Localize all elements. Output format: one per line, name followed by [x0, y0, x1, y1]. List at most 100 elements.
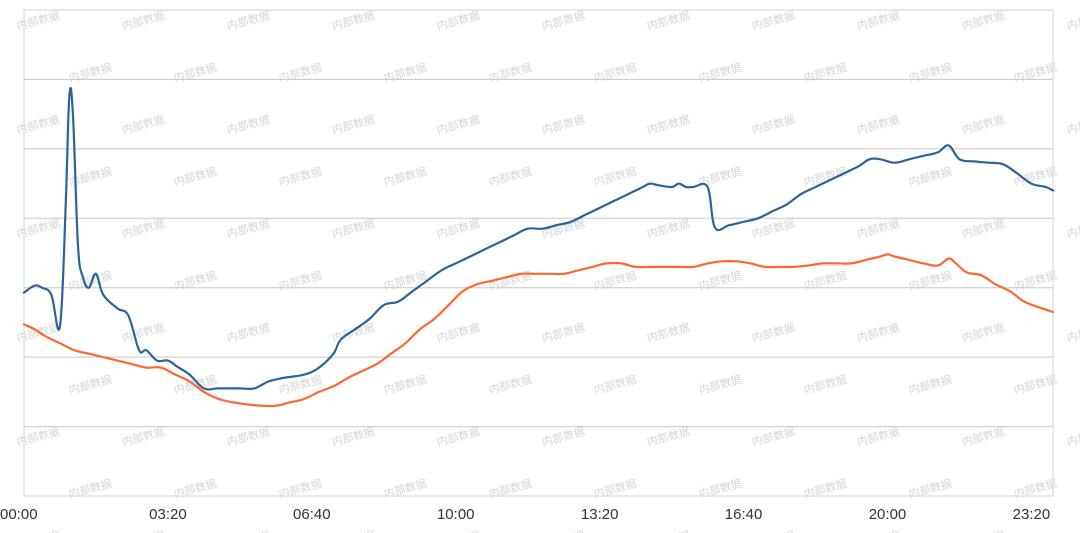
watermark-text: 内部数据: [697, 476, 743, 501]
watermark-text: 内部数据: [750, 8, 796, 33]
series-line-1: [22, 86, 1055, 391]
watermark-text: 内部数据: [435, 320, 481, 345]
watermark-text: 内部数据: [540, 528, 586, 533]
watermark-text: 内部数据: [907, 372, 953, 397]
watermark-text: 内部数据: [540, 320, 586, 345]
watermark-text: 内部数据: [330, 216, 376, 241]
x-tick-label: 23:20: [1013, 506, 1051, 523]
watermark-text: 内部数据: [750, 112, 796, 137]
watermark-text: 内部数据: [435, 8, 481, 33]
watermark-text: 内部数据: [1012, 476, 1058, 501]
watermark-text: 内部数据: [120, 8, 166, 33]
watermark-text: 内部数据: [540, 424, 586, 449]
watermark-text: 内部数据: [540, 8, 586, 33]
watermark-text: 内部数据: [697, 268, 743, 293]
watermark-text: 内部数据: [120, 112, 166, 137]
watermark-text: 内部数据: [330, 8, 376, 33]
watermark-text: 内部数据: [435, 216, 481, 241]
x-tick-label: 06:40: [293, 506, 331, 523]
watermark-text: 内部数据: [907, 476, 953, 501]
watermark-text: 内部数据: [592, 164, 638, 189]
watermark-text: 内部数据: [540, 112, 586, 137]
watermark-text: 内部数据: [330, 424, 376, 449]
watermark-text: 内部数据: [1065, 8, 1080, 33]
watermark-text: 内部数据: [15, 8, 61, 33]
watermark-text: 内部数据: [330, 320, 376, 345]
x-tick-label: 00:00: [0, 506, 38, 523]
x-tick-label: 10:00: [437, 506, 475, 523]
watermark-text: 内部数据: [697, 60, 743, 85]
watermark-text: 内部数据: [67, 372, 113, 397]
watermark-text: 内部数据: [382, 60, 428, 85]
watermark-text: 内部数据: [120, 320, 166, 345]
watermark-text: 内部数据: [67, 476, 113, 501]
watermark-text: 内部数据: [225, 8, 271, 33]
watermark-text: 内部数据: [802, 476, 848, 501]
watermark-text: 内部数据: [1065, 424, 1080, 449]
watermark-text: 内部数据: [435, 112, 481, 137]
watermark-text: 内部数据: [487, 60, 533, 85]
watermark-text: 内部数据: [225, 216, 271, 241]
watermark-text: 内部数据: [435, 424, 481, 449]
watermark-text: 内部数据: [67, 60, 113, 85]
watermark-text: 内部数据: [15, 216, 61, 241]
watermark-text: 内部数据: [960, 424, 1006, 449]
watermark-text: 内部数据: [330, 112, 376, 137]
watermark-text: 内部数据: [855, 528, 901, 533]
watermark-text: 内部数据: [645, 424, 691, 449]
watermark-text: 内部数据: [907, 268, 953, 293]
watermark-text: 内部数据: [697, 372, 743, 397]
watermark-text: 内部数据: [802, 268, 848, 293]
watermark-text: 内部数据: [382, 268, 428, 293]
watermark-text: 内部数据: [855, 8, 901, 33]
watermark-text: 内部数据: [960, 112, 1006, 137]
watermark-text: 内部数据: [855, 320, 901, 345]
watermark-text: 内部数据: [172, 476, 218, 501]
watermark-text: 内部数据: [907, 60, 953, 85]
watermark-text: 内部数据: [435, 528, 481, 533]
watermark-text: 内部数据: [382, 476, 428, 501]
watermark-text: 内部数据: [750, 424, 796, 449]
watermark-text: 内部数据: [1065, 216, 1080, 241]
watermark-text: 内部数据: [592, 60, 638, 85]
watermark-text: 内部数据: [277, 164, 323, 189]
watermark-text: 内部数据: [750, 528, 796, 533]
watermark-text: 内部数据: [802, 372, 848, 397]
watermark-text: 内部数据: [225, 528, 271, 533]
series-layer: [22, 86, 1055, 408]
watermark-text: 内部数据: [172, 164, 218, 189]
watermark-text: 内部数据: [645, 216, 691, 241]
watermark-text: 内部数据: [802, 60, 848, 85]
watermark-text: 内部数据: [277, 268, 323, 293]
watermark-text: 内部数据: [225, 320, 271, 345]
watermark-text: 内部数据: [67, 268, 113, 293]
watermark-text: 内部数据: [645, 112, 691, 137]
watermark-text: 内部数据: [15, 112, 61, 137]
watermark-text: 内部数据: [1065, 320, 1080, 345]
watermark-text: 内部数据: [487, 372, 533, 397]
watermark-text: 内部数据: [1012, 268, 1058, 293]
x-tick-label: 03:20: [149, 506, 187, 523]
watermark-text: 内部数据: [120, 424, 166, 449]
watermark-text: 内部数据: [1065, 528, 1080, 533]
x-axis-tick-labels: 00:00 03:20 06:40 10:00 13:20 16:40 20:00 23:20: [0, 506, 1050, 523]
x-tick-label: 16:40: [725, 506, 763, 523]
watermark-text: 内部数据: [277, 60, 323, 85]
x-tick-label: 20:00: [869, 506, 907, 523]
watermark-text: 内部数据: [855, 112, 901, 137]
watermark-text: 内部数据: [592, 476, 638, 501]
watermark-layer: 内部数据 内部数据 内部数据 内部数据 内部数据 内部数据 内部数据 内部数据 内部数据 内部数据…: [15, 8, 1080, 533]
series-line-2: [22, 253, 1055, 408]
watermark-text: 内部数据: [172, 268, 218, 293]
watermark-text: 内部数据: [645, 8, 691, 33]
watermark-text: 内部数据: [960, 320, 1006, 345]
watermark-text: 内部数据: [592, 268, 638, 293]
watermark-text: 内部数据: [855, 216, 901, 241]
watermark-text: 内部数据: [645, 320, 691, 345]
watermark-text: 内部数据: [487, 164, 533, 189]
watermark-text: 内部数据: [1065, 112, 1080, 137]
watermark-text: 内部数据: [960, 528, 1006, 533]
watermark-text: 内部数据: [15, 424, 61, 449]
